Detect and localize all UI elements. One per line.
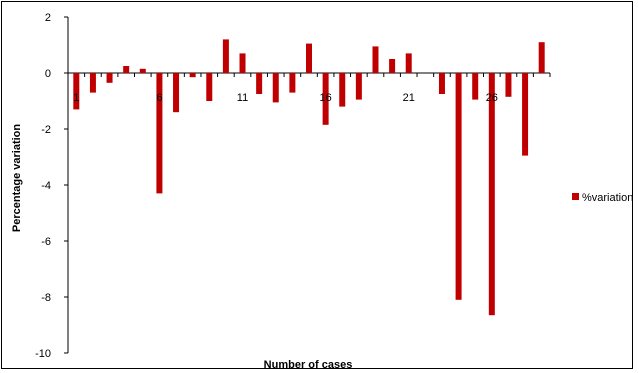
x-tick-label: 1	[73, 92, 79, 104]
bar	[405, 53, 412, 73]
bar	[522, 73, 529, 156]
x-tick-label: 11	[237, 92, 248, 104]
bar	[472, 73, 479, 100]
bar	[73, 73, 80, 110]
bar	[505, 73, 512, 97]
legend: %variation	[572, 192, 633, 204]
y-axis-title: Percentage variation	[11, 124, 23, 232]
y-tick-label: 2	[45, 12, 51, 24]
bar	[538, 42, 545, 73]
bar	[488, 73, 495, 316]
y-tick-label: 0	[45, 68, 51, 80]
bar	[438, 73, 445, 94]
bar	[206, 73, 213, 101]
bar	[89, 73, 96, 93]
y-tick-label: -8	[41, 292, 51, 304]
bar	[123, 66, 130, 73]
bar	[256, 73, 263, 94]
bar	[173, 73, 180, 113]
bar	[355, 73, 362, 100]
x-tick-label: 6	[156, 92, 162, 104]
axes	[64, 16, 551, 354]
bar	[222, 39, 229, 73]
x-tick-label: 21	[403, 92, 415, 104]
x-tick-label: 16	[319, 92, 331, 104]
bar	[372, 46, 379, 73]
legend-label: %variation	[582, 192, 633, 204]
bar	[189, 73, 196, 78]
bar	[455, 73, 462, 300]
y-tick-label: -6	[41, 236, 51, 248]
chart-frame: 2 0 -2 -4 -6 -8 -10 1 6 11 16 21 26 Percentage varia…	[1, 1, 633, 370]
tick-labels: 20-2-4-6-8-101 6 11 16 21 26	[35, 12, 498, 360]
bar	[239, 53, 246, 73]
x-tick-label: 26	[486, 92, 498, 104]
bar	[339, 73, 346, 107]
x-axis-title: Number of cases	[264, 359, 353, 370]
bar	[156, 73, 163, 194]
bar	[272, 73, 279, 103]
y-tick-label: -2	[41, 124, 51, 136]
y-tick-label: -4	[41, 180, 51, 192]
bars	[73, 39, 545, 316]
bar	[106, 73, 113, 83]
legend-swatch	[572, 193, 579, 200]
bar	[289, 73, 296, 93]
y-tick-label: -10	[35, 348, 51, 360]
bar-chart: 20-2-4-6-8-101 6 11 16 21 26 Percentage varia…	[11, 12, 633, 370]
bar	[139, 68, 146, 73]
bar	[322, 73, 329, 125]
bar	[306, 43, 312, 73]
bar	[389, 59, 396, 73]
